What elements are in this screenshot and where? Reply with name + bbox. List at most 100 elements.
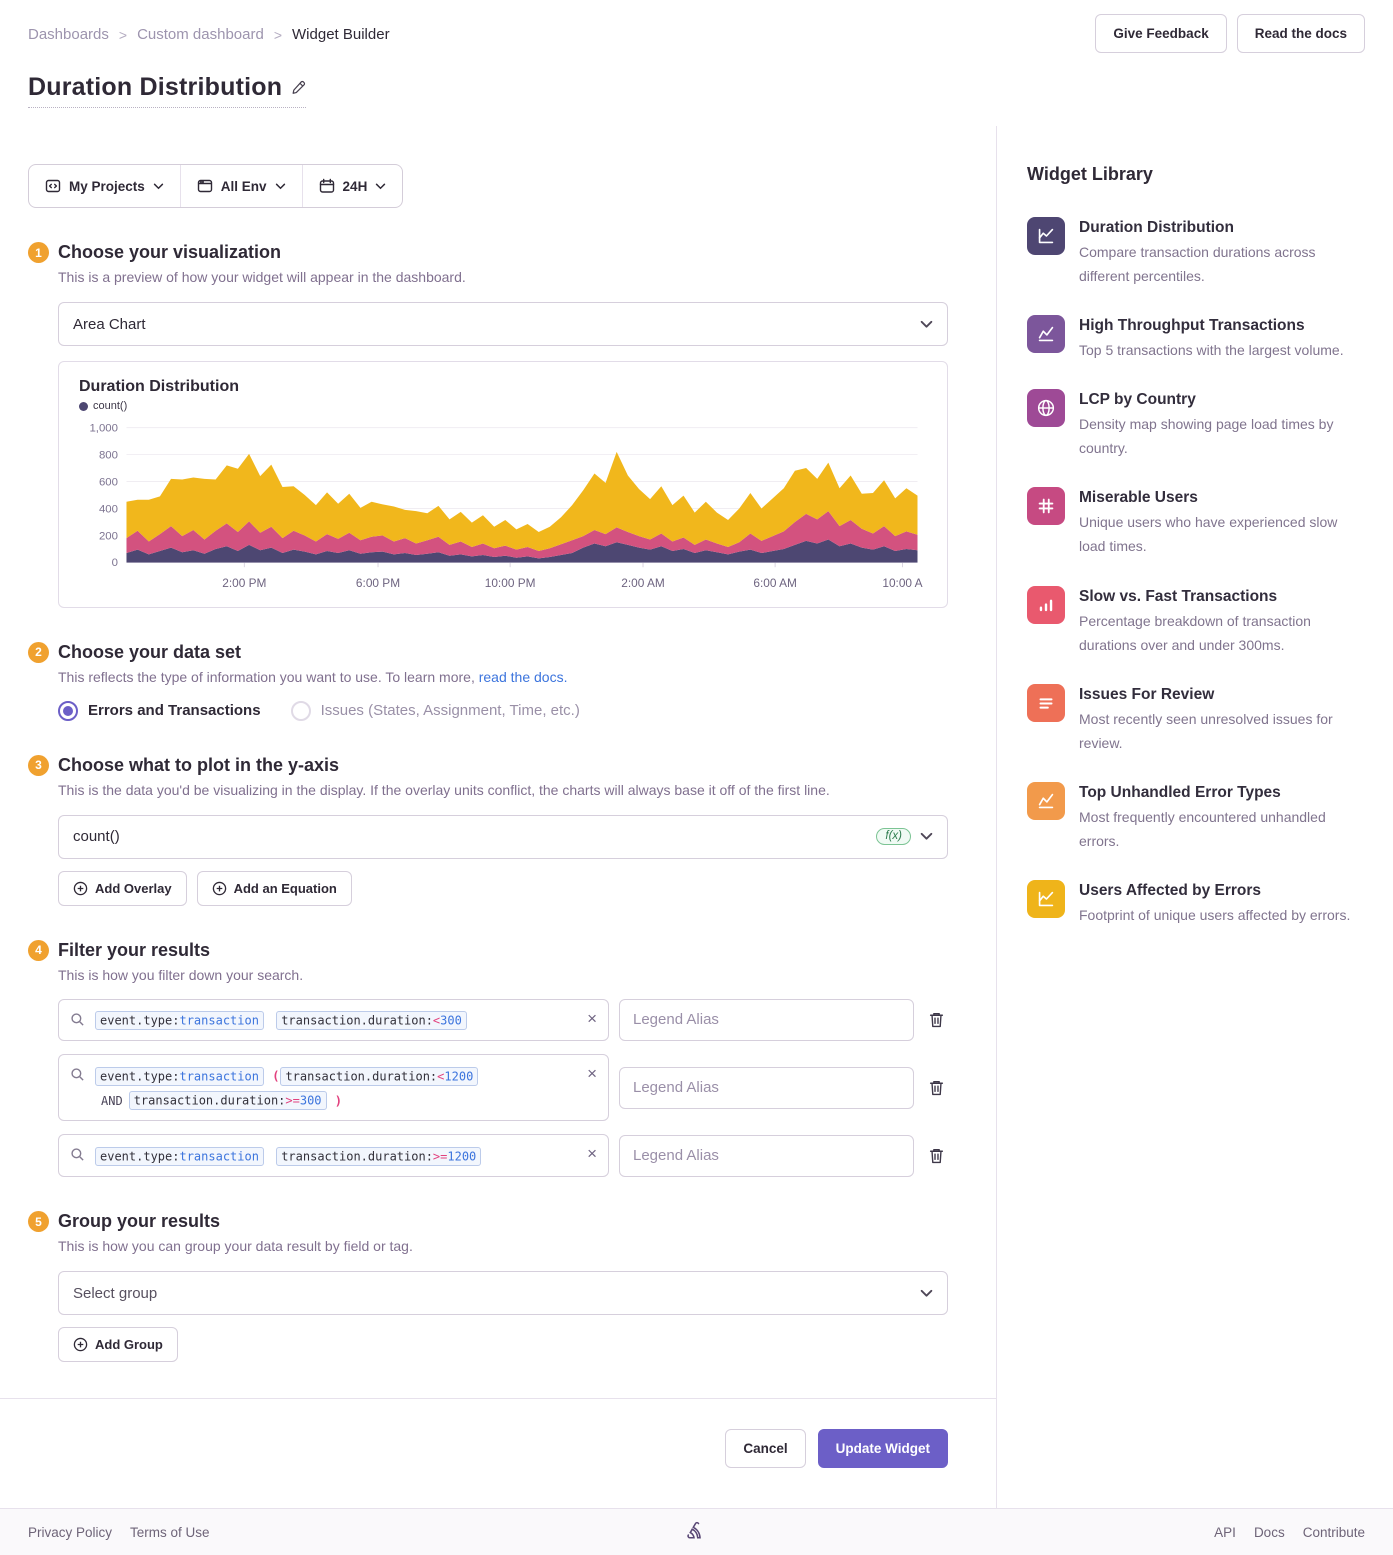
step-desc: This is a preview of how your widget wil… bbox=[58, 269, 466, 285]
widget-library-item[interactable]: Top Unhandled Error Types Most frequently… bbox=[1027, 781, 1365, 853]
filter-token[interactable]: event.type:transaction bbox=[95, 1066, 264, 1086]
read-the-docs-link[interactable]: read the docs. bbox=[478, 668, 568, 685]
widget-name: Miserable Users bbox=[1079, 489, 1198, 507]
widget-library-item[interactable]: LCP by Country Density map showing page l… bbox=[1027, 389, 1365, 460]
svg-text:1,000: 1,000 bbox=[89, 422, 117, 434]
search-conditions-input[interactable]: event.type:transaction (transaction.dura… bbox=[58, 1054, 609, 1122]
legend-alias-input[interactable] bbox=[619, 1066, 914, 1109]
widget-name: Issues For Review bbox=[1079, 685, 1215, 703]
step-number-badge: 4 bbox=[28, 939, 49, 961]
add-overlay-button[interactable]: Add Overlay bbox=[58, 870, 187, 906]
y-axis-field-select[interactable]: count() f(x) bbox=[58, 814, 948, 859]
add-group-button[interactable]: Add Group bbox=[58, 1327, 178, 1362]
chevron-down-icon bbox=[376, 183, 386, 189]
legend-alias-input[interactable] bbox=[619, 1134, 914, 1177]
breadcrumb-item-0[interactable]: Dashboards bbox=[28, 26, 109, 43]
breadcrumb-separator-icon: > bbox=[118, 26, 128, 43]
area-chart: 0 200 400 600 800 1,000 2:00 PM 6:00 PM 10:00 PM… bbox=[89, 422, 922, 590]
search-conditions-input[interactable]: event.type:transaction transaction.durat… bbox=[58, 1134, 609, 1177]
boolean-operator: AND bbox=[101, 1093, 123, 1108]
footer-link[interactable]: API bbox=[1214, 1524, 1236, 1540]
add-equation-button[interactable]: Add an Equation bbox=[196, 870, 352, 906]
filter-token[interactable]: transaction.duration:>=300 bbox=[128, 1091, 327, 1111]
footer-link[interactable]: Terms of Use bbox=[130, 1524, 210, 1540]
step-title: Choose your visualization bbox=[58, 242, 282, 262]
legend-alias-input[interactable] bbox=[619, 998, 914, 1041]
environment-filter[interactable]: All Env bbox=[179, 165, 302, 207]
svg-text:10:00 PM: 10:00 PM bbox=[485, 576, 536, 590]
edit-title-icon[interactable] bbox=[291, 80, 306, 95]
cancel-button[interactable]: Cancel bbox=[725, 1429, 806, 1468]
footer-link[interactable]: Docs bbox=[1253, 1524, 1285, 1540]
projects-icon bbox=[45, 179, 61, 193]
widget-library-item[interactable]: High Throughput Transactions Top 5 transa… bbox=[1027, 315, 1365, 362]
give-feedback-button[interactable]: Give Feedback bbox=[1095, 14, 1227, 53]
y-axis-field-value: count() bbox=[73, 828, 120, 846]
chart-legend[interactable]: count() bbox=[79, 400, 927, 412]
time-range-filter[interactable]: 24H bbox=[301, 165, 403, 207]
filter-token[interactable]: event.type:transaction bbox=[95, 1011, 264, 1031]
globe-icon bbox=[1027, 389, 1065, 428]
breadcrumb-separator-icon: > bbox=[273, 26, 283, 43]
dataset-radio-option-1[interactable]: Issues (States, Assignment, Time, etc.) bbox=[290, 700, 580, 721]
delete-filter-button[interactable] bbox=[924, 1011, 948, 1028]
filter-token[interactable]: transaction.duration:<300 bbox=[276, 1011, 467, 1031]
paren-token: ) bbox=[334, 1093, 343, 1108]
search-conditions-input[interactable]: event.type:transaction transaction.durat… bbox=[58, 998, 609, 1042]
group-select[interactable]: Select group bbox=[58, 1271, 948, 1315]
widget-library-item[interactable]: Duration Distribution Compare transaction… bbox=[1027, 217, 1365, 288]
breadcrumb-item-2: Widget Builder bbox=[292, 26, 390, 43]
filter-token[interactable]: transaction.duration:<1200 bbox=[280, 1066, 479, 1086]
widget-preview-panel: Duration Distribution count() 0 200 400 600… bbox=[58, 361, 948, 608]
update-widget-button[interactable]: Update Widget bbox=[817, 1429, 948, 1468]
title-row: Duration Distribution bbox=[0, 53, 1393, 126]
dataset-radio-option-0[interactable]: Errors and Transactions bbox=[58, 700, 261, 721]
widget-library-item[interactable]: Issues For Review Most recently seen unre… bbox=[1027, 683, 1365, 755]
widget-name: Top Unhandled Error Types bbox=[1079, 783, 1281, 801]
widget-name: Users Affected by Errors bbox=[1079, 882, 1262, 900]
svg-text:200: 200 bbox=[99, 530, 118, 542]
step-dataset: 2 Choose your data set This reflects the… bbox=[28, 641, 948, 721]
widget-desc: Most recently seen unresolved issues for… bbox=[1079, 710, 1333, 751]
area-chart-icon bbox=[1027, 217, 1065, 255]
radio-label: Errors and Transactions bbox=[88, 702, 261, 720]
clear-search-icon[interactable]: × bbox=[587, 1144, 597, 1164]
widget-library-item[interactable]: Miserable Users Unique users who have exp… bbox=[1027, 487, 1365, 558]
widget-desc: Most frequently encountered unhandled er… bbox=[1079, 808, 1326, 849]
step-group: 5 Group your results This is how you can… bbox=[28, 1211, 948, 1362]
filter-row: event.type:transaction transaction.durat… bbox=[58, 1134, 948, 1177]
visualization-select[interactable]: Area Chart bbox=[58, 302, 948, 346]
widget-library-panel: Widget Library Duration Distribution Comp… bbox=[997, 126, 1393, 1508]
widget-library-item[interactable]: Users Affected by Errors Footprint of uni… bbox=[1027, 880, 1365, 927]
builder-main-column: My Projects All Env 24H bbox=[0, 126, 997, 1508]
chart-title: Duration Distribution bbox=[79, 378, 239, 395]
fx-badge: f(x) bbox=[876, 828, 911, 846]
step-filters: 4 Filter your results This is how you fi… bbox=[28, 939, 948, 1177]
widget-desc: Footprint of unique users affected by er… bbox=[1079, 907, 1351, 924]
filter-token[interactable]: transaction.duration:>=1200 bbox=[276, 1146, 482, 1166]
clear-search-icon[interactable]: × bbox=[587, 1008, 597, 1028]
widget-library-item[interactable]: Slow vs. Fast Transactions Percentage bre… bbox=[1027, 585, 1365, 657]
read-the-docs-button[interactable]: Read the docs bbox=[1236, 14, 1365, 53]
breadcrumb-item-1[interactable]: Custom dashboard bbox=[137, 26, 264, 43]
radio-icon[interactable] bbox=[290, 700, 311, 721]
widget-desc: Percentage breakdown of transaction dura… bbox=[1079, 612, 1311, 653]
step-title: Choose what to plot in the y-axis bbox=[58, 754, 340, 775]
footer-link[interactable]: Contribute bbox=[1302, 1524, 1365, 1540]
form-actions: Cancel Update Widget bbox=[0, 1398, 996, 1508]
group-select-placeholder: Select group bbox=[73, 1284, 158, 1302]
svg-text:2:00 AM: 2:00 AM bbox=[621, 576, 665, 590]
filter-token[interactable]: event.type:transaction bbox=[95, 1146, 264, 1166]
delete-filter-button[interactable] bbox=[924, 1147, 948, 1164]
radio-icon[interactable] bbox=[58, 700, 78, 721]
header-buttons: Give Feedback Read the docs bbox=[1095, 14, 1365, 53]
breadcrumb: Dashboards > Custom dashboard > Widget Build… bbox=[28, 14, 390, 43]
clear-search-icon[interactable]: × bbox=[587, 1064, 597, 1084]
area-chart-icon bbox=[1027, 880, 1065, 919]
delete-filter-button[interactable] bbox=[924, 1079, 948, 1096]
svg-text:6:00 PM: 6:00 PM bbox=[356, 576, 400, 590]
projects-filter[interactable]: My Projects bbox=[29, 165, 180, 207]
step-desc: This reflects the type of information yo… bbox=[58, 669, 948, 685]
footer-link[interactable]: Privacy Policy bbox=[28, 1524, 113, 1540]
widget-library-list: Duration Distribution Compare transaction… bbox=[1027, 217, 1365, 927]
